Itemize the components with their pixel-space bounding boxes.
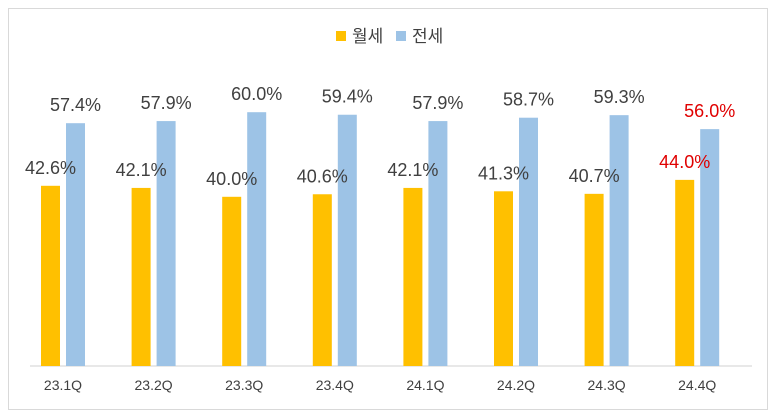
x-tick-label-23.3Q: 23.3Q (225, 377, 263, 393)
data-label-jeonse-23.4Q: 59.4% (322, 87, 373, 107)
bar-monthly-23.1Q (41, 185, 60, 366)
x-tick-label-24.3Q: 24.3Q (588, 377, 626, 393)
data-label-jeonse-23.2Q: 57.9% (141, 93, 192, 113)
data-label-jeonse-23.1Q: 57.4% (50, 95, 101, 115)
legend-label-monthly: 월세 (352, 27, 383, 46)
bar-monthly-23.4Q (312, 194, 332, 366)
bar-monthly-24.1Q (403, 187, 423, 366)
bar-monthly-24.4Q (675, 179, 695, 366)
data-label-monthly-24.3Q: 40.7% (569, 166, 620, 186)
legend: 월세 전세 (336, 27, 443, 46)
bar-jeonse-23.4Q (337, 114, 357, 366)
data-label-monthly-24.2Q: 41.3% (478, 163, 529, 183)
data-label-jeonse-24.2Q: 58.7% (503, 90, 554, 110)
legend-label-jeonse: 전세 (412, 27, 443, 46)
bar-monthly-23.2Q (131, 187, 151, 366)
bar-jeonse-24.2Q (519, 117, 538, 366)
data-label-monthly-23.3Q: 40.0% (206, 169, 257, 189)
x-tick-label-24.2Q: 24.2Q (497, 377, 535, 393)
legend-swatch-jeonse (396, 31, 406, 41)
bar-monthly-24.2Q (494, 191, 513, 366)
data-labels: 42.6% 57.4% 42.1% 57.9% 40.0% 60.0% 40.6% 59.4%… (25, 84, 735, 189)
bar-monthly-23.3Q (222, 196, 242, 366)
data-label-jeonse-24.4Q: 56.0% (684, 101, 735, 121)
data-label-monthly-24.1Q: 42.1% (387, 160, 438, 180)
bar-jeonse-23.3Q (247, 112, 267, 366)
bar-jeonse-24.3Q (609, 115, 629, 366)
bar-jeonse-23.1Q (66, 123, 85, 366)
x-tick-label-23.2Q: 23.2Q (135, 377, 173, 393)
bar-jeonse-24.1Q (428, 121, 448, 366)
data-label-monthly-24.4Q: 44.0% (659, 152, 710, 172)
x-tick-label-24.1Q: 24.1Q (406, 377, 444, 393)
data-label-monthly-23.1Q: 42.6% (25, 158, 76, 178)
legend-swatch-monthly (336, 31, 346, 41)
data-label-jeonse-24.1Q: 57.9% (412, 93, 463, 113)
data-label-monthly-23.4Q: 40.6% (297, 166, 348, 186)
bar-monthly-24.3Q (584, 193, 604, 366)
bars (41, 112, 720, 366)
data-label-monthly-23.2Q: 42.1% (116, 160, 167, 180)
x-tick-label-23.4Q: 23.4Q (316, 377, 354, 393)
bar-jeonse-24.4Q (700, 129, 720, 366)
x-tick-label-24.4Q: 24.4Q (678, 377, 716, 393)
x-tick-label-23.1Q: 23.1Q (44, 377, 82, 393)
data-label-jeonse-24.3Q: 59.3% (594, 87, 645, 107)
data-label-jeonse-23.3Q: 60.0% (231, 84, 282, 104)
x-axis-ticks: 23.1Q 23.2Q 23.3Q 23.4Q 24.1Q 24.2Q 24.3Q 24.4Q (44, 377, 716, 393)
bar-jeonse-23.2Q (156, 121, 176, 366)
